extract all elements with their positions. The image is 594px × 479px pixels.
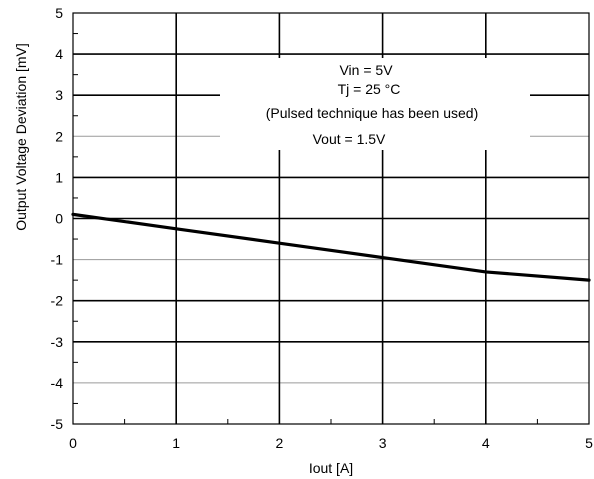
y-tick-label: -5: [51, 416, 64, 432]
x-tick-label: 0: [69, 435, 77, 451]
x-tick-label: 1: [172, 435, 180, 451]
y-tick-label: -3: [51, 334, 64, 350]
x-tick-labels: 0 1 2 3 4 5: [69, 435, 593, 451]
y-tick-label: 1: [55, 169, 63, 185]
y-tick-label: 5: [55, 5, 63, 21]
y-tick-label: -4: [51, 375, 64, 391]
y-tick-label: 3: [55, 87, 63, 103]
y-tick-label: -1: [51, 252, 64, 268]
annotation-background: [220, 58, 530, 150]
y-tick-label: -2: [51, 293, 64, 309]
y-tick-labels: 5 4 3 2 1 0 -1 -2 -3 -4 -5: [51, 5, 64, 432]
x-tick-label: 4: [482, 435, 490, 451]
series-line: [71, 212, 591, 282]
minor-ticks: [73, 33, 538, 424]
annotation-vout: Vout = 1.5V: [313, 131, 386, 147]
series-group: [71, 212, 591, 282]
y-tick-label: 0: [55, 211, 63, 227]
x-tick-label: 5: [585, 435, 593, 451]
annotation-tj: Tj = 25 °C: [338, 81, 401, 97]
y-tick-label: 4: [55, 46, 63, 62]
x-tick-label: 2: [276, 435, 284, 451]
annotation-vin: Vin = 5V: [339, 62, 393, 78]
x-axis-title: Iout [A]: [309, 460, 353, 476]
x-tick-label: 3: [379, 435, 387, 451]
y-tick-label: 2: [55, 128, 63, 144]
annotation-technique: (Pulsed technique has been used): [266, 105, 478, 121]
y-axis-title: Output Voltage Deviation [mV]: [13, 43, 29, 231]
